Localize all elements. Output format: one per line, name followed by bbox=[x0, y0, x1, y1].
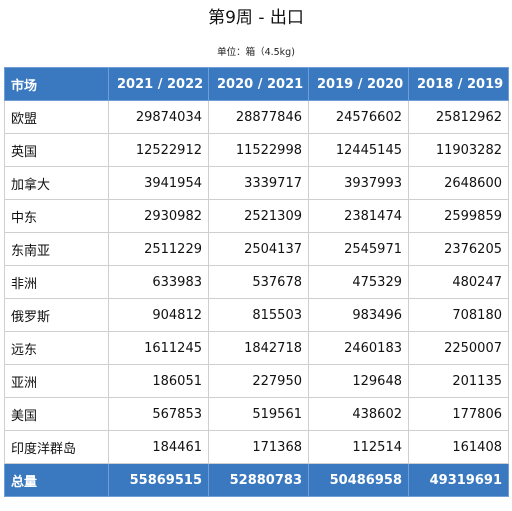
total-value-cell: 55869515 bbox=[108, 463, 209, 497]
value-cell: 2599859 bbox=[408, 199, 509, 233]
value-cell: 567853 bbox=[108, 397, 209, 431]
value-cell: 25812962 bbox=[408, 100, 509, 134]
value-cell: 537678 bbox=[208, 265, 309, 299]
value-cell: 11903282 bbox=[408, 133, 509, 167]
value-cell: 112514 bbox=[308, 430, 409, 464]
table-row: 远东 1611245 1842718 2460183 2250007 bbox=[4, 331, 509, 365]
value-cell: 2460183 bbox=[308, 331, 409, 365]
value-cell: 438602 bbox=[308, 397, 409, 431]
table-row: 美国 567853 519561 438602 177806 bbox=[4, 397, 509, 431]
value-cell: 1611245 bbox=[108, 331, 209, 365]
value-cell: 815503 bbox=[208, 298, 309, 332]
value-cell: 480247 bbox=[408, 265, 509, 299]
table-body: 欧盟 29874034 28877846 24576602 25812962 英… bbox=[4, 100, 509, 464]
value-cell: 2545971 bbox=[308, 232, 409, 266]
value-cell: 2521309 bbox=[208, 199, 309, 233]
total-value-cell: 52880783 bbox=[208, 463, 309, 497]
value-cell: 201135 bbox=[408, 364, 509, 398]
column-header-2021-2022: 2021 / 2022 bbox=[108, 67, 209, 101]
market-cell: 亚洲 bbox=[4, 364, 109, 398]
value-cell: 24576602 bbox=[308, 100, 409, 134]
table-row: 英国 12522912 11522998 12445145 11903282 bbox=[4, 133, 509, 167]
table-row: 俄罗斯 904812 815503 983496 708180 bbox=[4, 298, 509, 332]
value-cell: 983496 bbox=[308, 298, 409, 332]
market-cell: 中东 bbox=[4, 199, 109, 233]
table-row: 印度洋群岛 184461 171368 112514 161408 bbox=[4, 430, 509, 464]
header-row: 市场 2021 / 2022 2020 / 2021 2019 / 2020 2… bbox=[4, 67, 509, 101]
market-cell: 英国 bbox=[4, 133, 109, 167]
value-cell: 11522998 bbox=[208, 133, 309, 167]
value-cell: 29874034 bbox=[108, 100, 209, 134]
value-cell: 3941954 bbox=[108, 166, 209, 200]
market-cell: 美国 bbox=[4, 397, 109, 431]
value-cell: 12445145 bbox=[308, 133, 409, 167]
total-value-cell: 49319691 bbox=[408, 463, 509, 497]
market-cell: 俄罗斯 bbox=[4, 298, 109, 332]
value-cell: 3937993 bbox=[308, 166, 409, 200]
value-cell: 12522912 bbox=[108, 133, 209, 167]
value-cell: 2250007 bbox=[408, 331, 509, 365]
value-cell: 1842718 bbox=[208, 331, 309, 365]
value-cell: 177806 bbox=[408, 397, 509, 431]
table-row: 欧盟 29874034 28877846 24576602 25812962 bbox=[4, 100, 509, 134]
value-cell: 3339717 bbox=[208, 166, 309, 200]
value-cell: 904812 bbox=[108, 298, 209, 332]
value-cell: 708180 bbox=[408, 298, 509, 332]
value-cell: 161408 bbox=[408, 430, 509, 464]
market-cell: 欧盟 bbox=[4, 100, 109, 134]
value-cell: 475329 bbox=[308, 265, 409, 299]
value-cell: 186051 bbox=[108, 364, 209, 398]
value-cell: 519561 bbox=[208, 397, 309, 431]
column-header-2020-2021: 2020 / 2021 bbox=[208, 67, 309, 101]
market-cell: 远东 bbox=[4, 331, 109, 365]
page-title: 第9周 - 出口 bbox=[208, 8, 304, 28]
table-footer: 总量 55869515 52880783 50486958 49319691 bbox=[4, 463, 509, 497]
market-cell: 加拿大 bbox=[4, 166, 109, 200]
table-row: 中东 2930982 2521309 2381474 2599859 bbox=[4, 199, 509, 233]
value-cell: 129648 bbox=[308, 364, 409, 398]
table-row: 东南亚 2511229 2504137 2545971 2376205 bbox=[4, 232, 509, 266]
value-cell: 633983 bbox=[108, 265, 209, 299]
value-cell: 171368 bbox=[208, 430, 309, 464]
value-cell: 2511229 bbox=[108, 232, 209, 266]
value-cell: 2504137 bbox=[208, 232, 309, 266]
table-header: 市场 2021 / 2022 2020 / 2021 2019 / 2020 2… bbox=[4, 67, 509, 101]
value-cell: 2930982 bbox=[108, 199, 209, 233]
unit-subtitle: 单位：箱（4.5kg) bbox=[217, 47, 295, 58]
market-cell: 印度洋群岛 bbox=[4, 430, 109, 464]
market-cell: 东南亚 bbox=[4, 232, 109, 266]
value-cell: 184461 bbox=[108, 430, 209, 464]
column-header-2019-2020: 2019 / 2020 bbox=[308, 67, 409, 101]
value-cell: 2381474 bbox=[308, 199, 409, 233]
market-cell: 非洲 bbox=[4, 265, 109, 299]
table-row: 非洲 633983 537678 475329 480247 bbox=[4, 265, 509, 299]
table-row: 加拿大 3941954 3339717 3937993 2648600 bbox=[4, 166, 509, 200]
column-header-2018-2019: 2018 / 2019 bbox=[408, 67, 509, 101]
total-value-cell: 50486958 bbox=[308, 463, 409, 497]
table-row: 亚洲 186051 227950 129648 201135 bbox=[4, 364, 509, 398]
value-cell: 2376205 bbox=[408, 232, 509, 266]
total-row: 总量 55869515 52880783 50486958 49319691 bbox=[4, 463, 509, 497]
column-header-market: 市场 bbox=[4, 67, 109, 101]
value-cell: 227950 bbox=[208, 364, 309, 398]
export-table: 市场 2021 / 2022 2020 / 2021 2019 / 2020 2… bbox=[4, 67, 509, 497]
total-label: 总量 bbox=[4, 463, 109, 497]
value-cell: 2648600 bbox=[408, 166, 509, 200]
value-cell: 28877846 bbox=[208, 100, 309, 134]
